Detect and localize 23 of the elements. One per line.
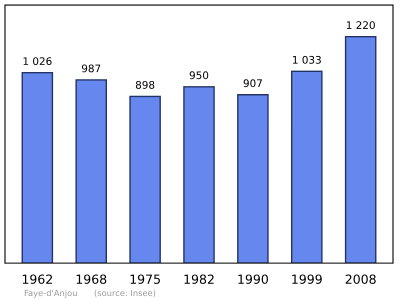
- text: (source: Insee): [94, 290, 156, 298]
- bar: [183, 86, 215, 264]
- bar: [22, 72, 54, 264]
- bar: [75, 79, 108, 264]
- data-label: 950: [190, 71, 208, 80]
- bar: [290, 70, 323, 264]
- bar: [237, 94, 269, 264]
- text: Faye-d'Anjou: [24, 290, 77, 298]
- bar: [344, 36, 376, 264]
- data-label: 1 026: [24, 57, 52, 66]
- data-label: 987: [82, 64, 100, 72]
- x-tick-label: 2008: [346, 274, 376, 284]
- bar: [129, 96, 161, 264]
- x-tick-label: 1962: [22, 274, 52, 284]
- data-label: 1 033: [293, 56, 321, 64]
- x-tick-label: 1975: [130, 274, 160, 284]
- data-label: 1 220: [346, 21, 375, 30]
- x-tick-label: 1990: [238, 274, 268, 284]
- x-tick-label: 1982: [184, 274, 214, 284]
- x-tick-label: 1968: [76, 274, 106, 284]
- data-label: 898: [136, 80, 154, 89]
- x-tick-label: 1999: [292, 274, 322, 284]
- data-label: 907: [244, 79, 262, 88]
